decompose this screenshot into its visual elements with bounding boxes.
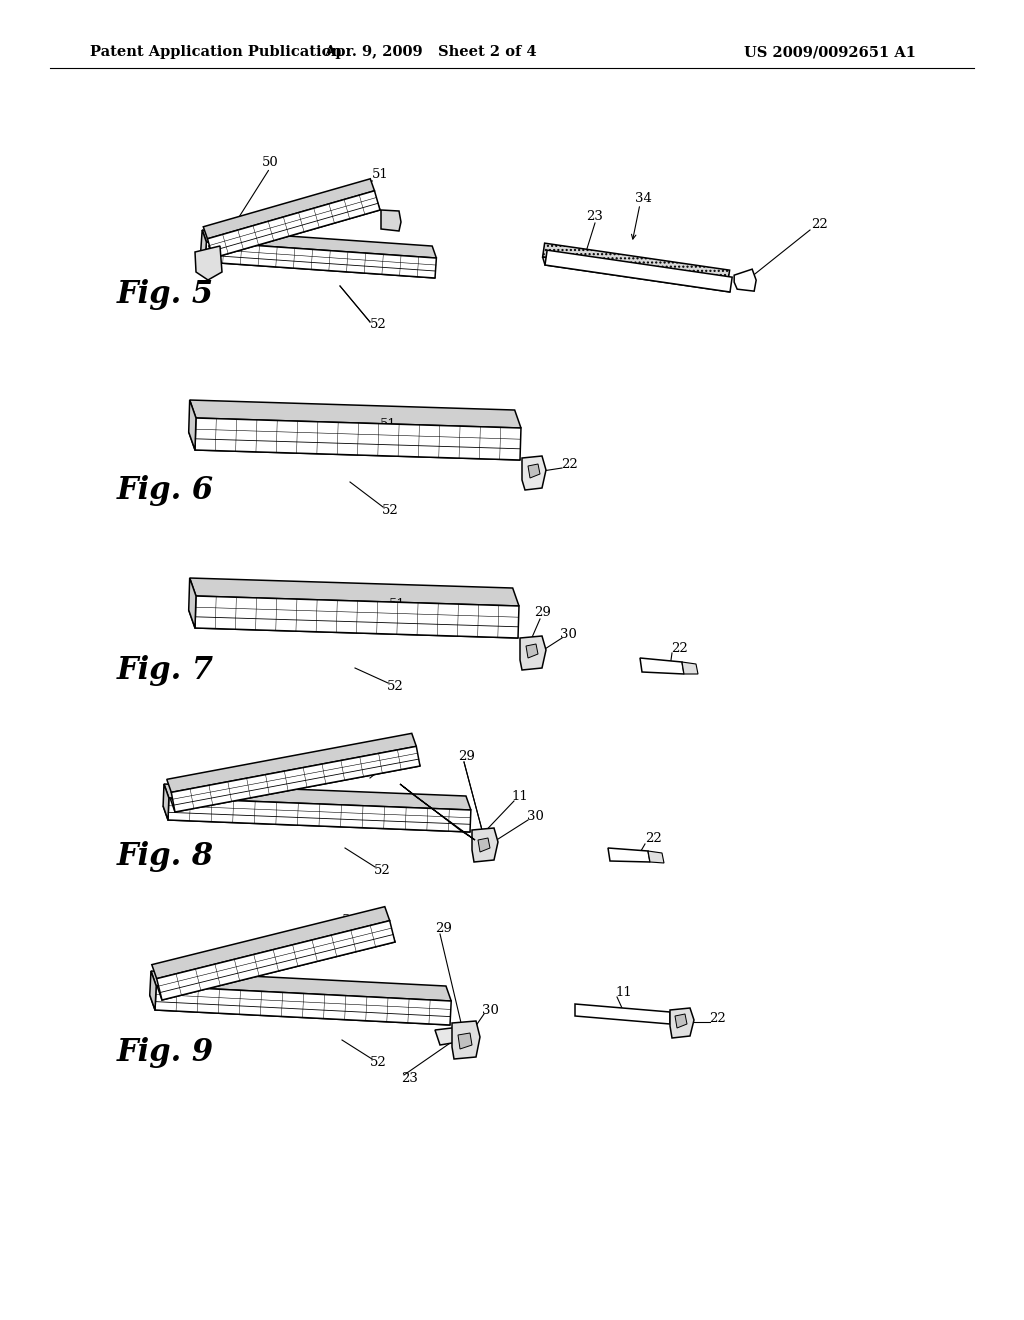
Text: 52: 52 xyxy=(374,863,390,876)
Text: Fig. 5: Fig. 5 xyxy=(117,280,214,310)
Polygon shape xyxy=(478,838,490,851)
Text: 22: 22 xyxy=(561,458,579,470)
Polygon shape xyxy=(458,1034,472,1049)
Text: 29: 29 xyxy=(535,606,552,619)
Text: 51: 51 xyxy=(372,169,388,181)
Polygon shape xyxy=(608,847,650,862)
Text: 11: 11 xyxy=(512,791,528,804)
Polygon shape xyxy=(170,752,420,812)
Polygon shape xyxy=(151,972,452,1001)
Polygon shape xyxy=(204,178,375,239)
Polygon shape xyxy=(189,578,519,606)
Text: 52: 52 xyxy=(370,1056,386,1068)
Text: 30: 30 xyxy=(481,1003,499,1016)
Text: 51: 51 xyxy=(389,598,406,611)
Polygon shape xyxy=(640,657,684,675)
Polygon shape xyxy=(682,663,698,675)
Text: 52: 52 xyxy=(382,503,398,516)
Polygon shape xyxy=(188,578,196,628)
Polygon shape xyxy=(543,257,730,292)
Polygon shape xyxy=(670,1008,694,1038)
Polygon shape xyxy=(545,251,732,292)
Polygon shape xyxy=(189,400,521,428)
Text: 22: 22 xyxy=(645,832,662,845)
Polygon shape xyxy=(734,269,756,292)
Polygon shape xyxy=(195,597,519,638)
Polygon shape xyxy=(164,784,471,810)
Text: 30: 30 xyxy=(559,627,577,640)
Polygon shape xyxy=(201,249,435,279)
Polygon shape xyxy=(400,784,475,840)
Polygon shape xyxy=(522,455,546,490)
Text: 23: 23 xyxy=(587,210,603,223)
Polygon shape xyxy=(167,734,417,792)
Polygon shape xyxy=(526,644,538,657)
Polygon shape xyxy=(150,995,450,1026)
Polygon shape xyxy=(168,799,471,832)
Text: 30: 30 xyxy=(526,809,544,822)
Text: Apr. 9, 2009   Sheet 2 of 4: Apr. 9, 2009 Sheet 2 of 4 xyxy=(324,45,537,59)
Text: Patent Application Publication: Patent Application Publication xyxy=(90,45,342,59)
Polygon shape xyxy=(208,191,380,257)
Text: Fig. 8: Fig. 8 xyxy=(117,841,214,871)
Text: 29: 29 xyxy=(435,921,453,935)
Polygon shape xyxy=(528,465,540,478)
Polygon shape xyxy=(157,928,395,1001)
Polygon shape xyxy=(195,418,521,459)
Text: 22: 22 xyxy=(812,218,828,231)
Text: 22: 22 xyxy=(710,1011,726,1024)
Text: 29: 29 xyxy=(459,750,475,763)
Polygon shape xyxy=(202,230,436,257)
Text: 22: 22 xyxy=(672,642,688,655)
Text: US 2009/0092651 A1: US 2009/0092651 A1 xyxy=(744,45,916,59)
Polygon shape xyxy=(543,243,730,284)
Polygon shape xyxy=(188,432,520,459)
Polygon shape xyxy=(157,920,395,1001)
Polygon shape xyxy=(648,851,664,863)
Polygon shape xyxy=(188,400,196,450)
Text: 11: 11 xyxy=(615,986,633,998)
Text: 51: 51 xyxy=(380,418,396,432)
Text: Fig. 9: Fig. 9 xyxy=(117,1036,214,1068)
Text: Fig. 7: Fig. 7 xyxy=(117,655,214,685)
Text: 34: 34 xyxy=(635,191,651,205)
Polygon shape xyxy=(472,828,498,862)
Polygon shape xyxy=(520,636,546,671)
Polygon shape xyxy=(675,1014,687,1028)
Polygon shape xyxy=(381,210,401,231)
Polygon shape xyxy=(201,230,207,261)
Polygon shape xyxy=(209,198,380,257)
Text: 51: 51 xyxy=(394,742,412,755)
Polygon shape xyxy=(163,784,169,820)
Text: 52: 52 xyxy=(370,318,386,331)
Text: 50: 50 xyxy=(261,156,279,169)
Text: 23: 23 xyxy=(401,1072,419,1085)
Text: 52: 52 xyxy=(387,680,403,693)
Polygon shape xyxy=(195,246,222,280)
Polygon shape xyxy=(575,1005,670,1024)
Text: Fig. 6: Fig. 6 xyxy=(117,474,214,506)
Polygon shape xyxy=(452,1020,480,1059)
Polygon shape xyxy=(188,610,518,638)
Polygon shape xyxy=(435,1027,464,1045)
Text: 51: 51 xyxy=(342,913,358,927)
Polygon shape xyxy=(205,242,436,279)
Polygon shape xyxy=(163,807,470,832)
Polygon shape xyxy=(155,986,452,1026)
Polygon shape xyxy=(150,972,157,1010)
Polygon shape xyxy=(152,907,390,978)
Polygon shape xyxy=(171,746,420,812)
